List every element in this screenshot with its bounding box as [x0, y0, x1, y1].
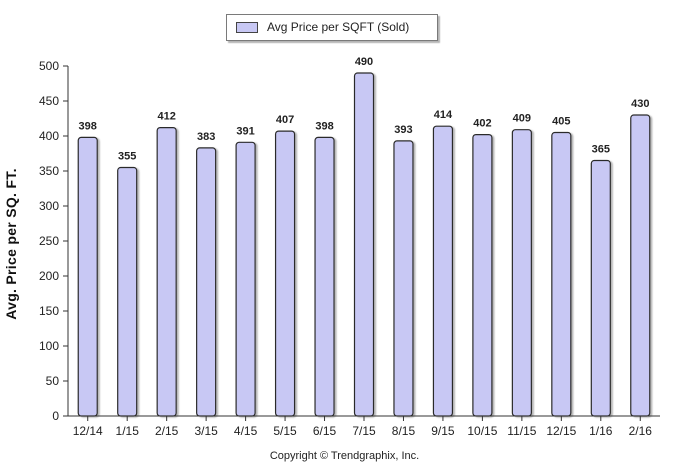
bar [353, 72, 375, 417]
legend-label: Avg Price per SQFT (Sold) [267, 20, 410, 34]
x-tick-label: 2/15 [155, 424, 179, 438]
data-label: 490 [355, 56, 373, 68]
x-tick-label: 1/16 [589, 424, 613, 438]
bar [551, 131, 572, 417]
y-tick-label: 450 [39, 94, 59, 108]
data-label: 398 [79, 120, 97, 132]
data-label: 391 [236, 125, 254, 137]
bar [590, 159, 611, 417]
bar [274, 130, 296, 417]
bar [393, 140, 414, 417]
y-tick-label: 200 [39, 269, 59, 283]
x-tick-label: 12/14 [73, 424, 103, 438]
data-label: 412 [157, 111, 175, 123]
bar [196, 147, 217, 417]
x-tick-label: 7/15 [352, 424, 376, 438]
y-tick-label: 350 [39, 164, 59, 178]
y-tick-label: 300 [39, 199, 59, 213]
x-tick-label: 6/15 [313, 424, 337, 438]
legend-swatch [236, 22, 258, 33]
bar [77, 136, 98, 417]
x-tick-label: 4/15 [234, 424, 258, 438]
x-tick-label: 12/15 [546, 424, 576, 438]
data-label: 365 [592, 144, 610, 156]
y-tick-label: 50 [46, 374, 60, 388]
y-tick-label: 500 [39, 59, 59, 73]
data-label: 405 [552, 116, 570, 128]
x-tick-label: 10/15 [467, 424, 497, 438]
x-tick-label: 8/15 [392, 424, 416, 438]
bar [472, 134, 493, 417]
data-label: 355 [118, 151, 136, 163]
y-tick-label: 0 [52, 409, 59, 423]
bar [117, 166, 138, 417]
data-label: 393 [394, 124, 412, 136]
bar [630, 114, 651, 417]
x-tick-label: 3/15 [194, 424, 218, 438]
x-tick-label: 5/15 [273, 424, 297, 438]
bar [511, 129, 532, 417]
x-tick-label: 1/15 [116, 424, 140, 438]
data-label: 402 [473, 118, 491, 130]
x-tick-label: 11/15 [507, 424, 536, 438]
y-axis-title: Avg. Price per SQ. FT. [3, 168, 19, 320]
bar [314, 136, 335, 417]
data-label: 430 [631, 98, 649, 110]
data-label: 383 [197, 131, 215, 143]
bar [432, 125, 454, 417]
x-tick-label: 9/15 [431, 424, 455, 438]
y-tick-label: 100 [39, 339, 59, 353]
legend: Avg Price per SQFT (Sold) [226, 14, 438, 41]
bar [156, 126, 177, 417]
data-label: 398 [315, 120, 333, 132]
y-tick-label: 400 [39, 129, 59, 143]
data-label: 409 [513, 113, 531, 125]
data-label: 407 [276, 114, 294, 126]
bar [235, 141, 256, 417]
x-tick-label: 2/16 [629, 424, 653, 438]
data-label: 414 [434, 109, 453, 121]
copyright-text: Copyright © Trendgraphix, Inc. [269, 450, 420, 462]
y-tick-label: 250 [39, 234, 59, 248]
y-tick-label: 150 [39, 304, 59, 318]
